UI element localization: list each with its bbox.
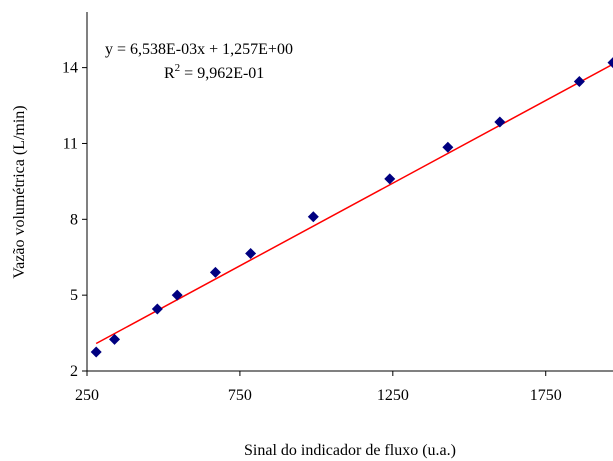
y-tick-label: 11 (63, 135, 78, 152)
equation-label: y = 6,538E-03x + 1,257E+00 (105, 41, 293, 58)
x-tick-label: 1250 (377, 387, 409, 404)
data-point (573, 76, 585, 88)
plot-area: 2 5 8 11 14 250 750 1250 1750 (62, 12, 613, 404)
x-tick-label: 250 (75, 387, 99, 404)
y-tick-label: 14 (62, 60, 78, 77)
y-tick-label: 2 (70, 363, 78, 380)
r-squared-value: = 9,962E-01 (180, 65, 264, 82)
data-point (245, 247, 257, 259)
data-points (90, 57, 613, 358)
x-tick-label: 1750 (530, 387, 562, 404)
r-squared-exponent: 2 (175, 62, 181, 74)
y-tick-label: 8 (70, 211, 78, 228)
data-point (442, 141, 454, 153)
data-point (384, 173, 396, 185)
data-point (607, 57, 613, 69)
x-axis-title: Sinal do indicador de fluxo (u.a.) (244, 442, 456, 459)
x-tick-label: 750 (228, 387, 252, 404)
data-point (494, 116, 506, 128)
r-squared-prefix: R (164, 65, 175, 82)
data-point (171, 289, 183, 301)
y-tick-label: 5 (70, 287, 78, 304)
y-axis-ticks: 2 5 8 11 14 (62, 60, 87, 380)
data-point (307, 211, 319, 223)
x-axis-ticks: 250 750 1250 1750 (75, 371, 562, 404)
trendline (95, 63, 613, 345)
data-point (90, 346, 102, 358)
data-point (209, 266, 221, 278)
data-point (151, 303, 163, 315)
r-squared-label: R2 = 9,962E-01 (164, 62, 264, 82)
data-point (109, 333, 121, 345)
y-axis-title: Vazão volumétrica (L/min) (11, 105, 28, 278)
